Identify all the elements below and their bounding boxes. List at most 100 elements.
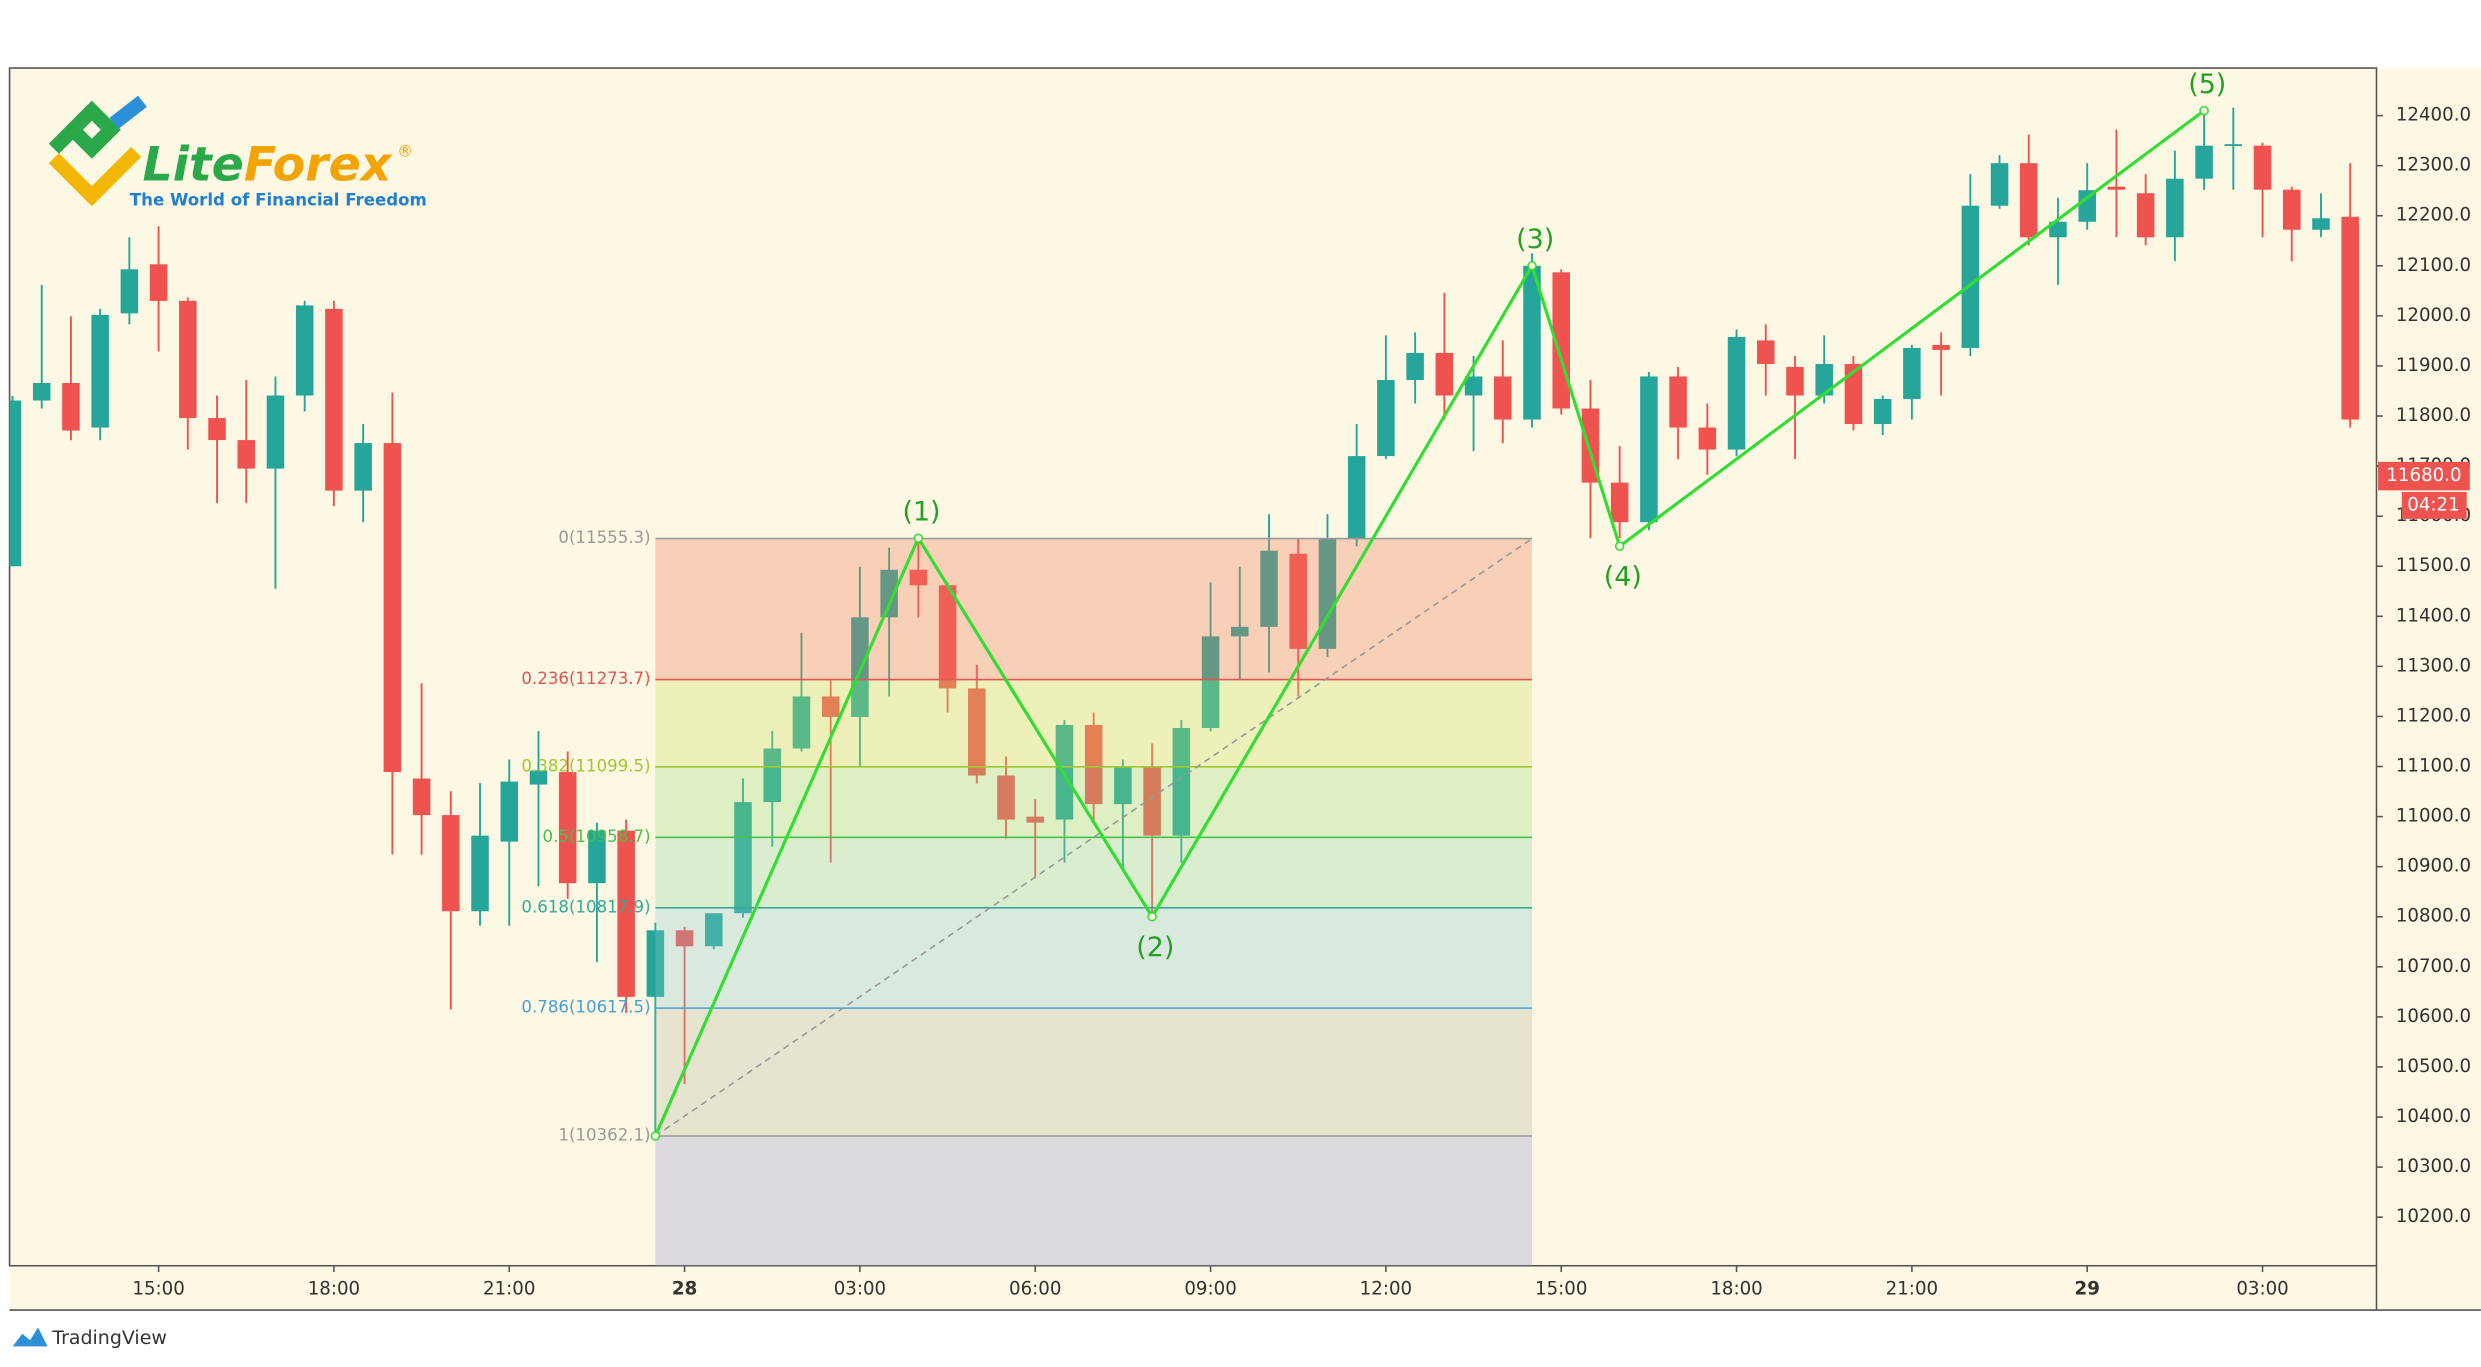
y-tick-label: 11000.0 (2396, 806, 2471, 827)
x-tick-label: 03:00 (2236, 1278, 2288, 1299)
price-tag-label: 11680.0 (2386, 465, 2461, 486)
candle-body (1114, 767, 1132, 805)
y-tick-label: 10600.0 (2396, 1006, 2471, 1027)
candle-body (821, 696, 840, 717)
candle-body (2166, 178, 2184, 238)
wave-label: (4) (1604, 561, 1642, 592)
price-timer: 04:21 (2407, 494, 2459, 515)
candle-body (2107, 186, 2126, 190)
y-tick-label: 10700.0 (2396, 956, 2471, 977)
candle-body (2282, 189, 2301, 230)
candle-body (62, 382, 80, 431)
fib-band (655, 837, 1533, 908)
candle-body (2341, 216, 2359, 420)
candle-body (646, 930, 665, 997)
logo-icon (48, 100, 121, 159)
candle-body (237, 440, 256, 469)
candle-body (383, 443, 402, 773)
candle-body (32, 382, 51, 401)
x-tick-label: 29 (2075, 1278, 2100, 1299)
wave-point (1614, 541, 1625, 551)
candle-body (500, 781, 519, 842)
wave-line (653, 109, 2206, 1137)
candle-body (442, 815, 460, 912)
wave-point (1147, 911, 1157, 922)
fib-band (655, 679, 1533, 767)
y-tick-label: 11800.0 (2396, 405, 2471, 426)
y-tick-label: 11100.0 (2396, 756, 2471, 777)
candle-body (1406, 352, 1424, 380)
candle-body (1903, 347, 1921, 400)
y-tick-label: 10900.0 (2396, 856, 2471, 877)
fib-label: 0.5(10958.7) (543, 827, 651, 846)
price-timer-box (2401, 491, 2467, 519)
x-tick-label: 03:00 (834, 1278, 886, 1299)
fib-band (655, 766, 1533, 838)
candle-body (1610, 482, 1629, 523)
candle-body (763, 748, 782, 803)
x-tick-label: 28 (672, 1278, 697, 1299)
logo-word: Lite (142, 138, 243, 193)
candle-body (266, 395, 285, 469)
candle-body (909, 569, 928, 586)
candle-body (1873, 399, 1892, 425)
candle-body (529, 770, 548, 785)
y-tick-label: 12000.0 (2396, 305, 2471, 326)
candle-body (1932, 344, 1950, 350)
candle-body (792, 696, 811, 749)
wave-point (1527, 261, 1537, 271)
x-tick-label: 18:00 (308, 1278, 360, 1299)
y-tick-label: 10200.0 (2396, 1206, 2471, 1227)
candle-body (968, 688, 986, 776)
candle-body (558, 772, 577, 884)
fib-label: 0.236(11273.7) (521, 669, 650, 688)
y-tick-label: 11400.0 (2396, 605, 2471, 626)
plot-border (8, 67, 2378, 1267)
wave-point (650, 1131, 661, 1141)
fib-band (655, 907, 1533, 1009)
overlay: 10200.0 10300.0 10400.0 10500.0 10600.0 10700… (132, 69, 2471, 1300)
fib-label: 0(11555.3) (558, 528, 650, 547)
candle-body (1523, 265, 1541, 420)
x-tick-label: 09:00 (1184, 1278, 1236, 1299)
price-tag-box (2378, 461, 2470, 491)
y-tick-label: 11200.0 (2396, 705, 2471, 726)
y-tick-label: 11300.0 (2396, 655, 2471, 676)
candle-body (1201, 636, 1220, 728)
fib-label: 1(10362.1) (558, 1126, 650, 1145)
y-tick-label: 10400.0 (2396, 1106, 2471, 1127)
candle-body (1172, 727, 1191, 836)
x-tick-label: 15:00 (1535, 1278, 1587, 1299)
x-tick-label: 21:00 (483, 1278, 535, 1299)
candle-body (2020, 163, 2038, 238)
logo-tagline: The World of Financial Freedom (130, 190, 427, 209)
candle-body (1464, 376, 1483, 396)
candle-body (1961, 205, 1980, 348)
fib-band (655, 538, 1533, 680)
fib-label: 0.618(10817.9) (521, 897, 650, 916)
y-tick-label: 12300.0 (2396, 155, 2471, 176)
candle-body (2049, 221, 2067, 238)
candle-body (1143, 767, 1161, 836)
candle-body (734, 802, 752, 914)
candle-body (2224, 144, 2243, 147)
logo-mark: ® (397, 141, 413, 160)
wave-point (913, 533, 924, 543)
candle-body (1289, 553, 1307, 649)
x-tick-label: 21:00 (1886, 1278, 1938, 1299)
logo-word: Forex (244, 138, 393, 193)
y-tick-label: 10300.0 (2396, 1156, 2471, 1177)
candle-body (471, 835, 489, 912)
x-tick-label: 06:00 (1009, 1278, 1061, 1299)
wave-label: (3) (1516, 224, 1554, 255)
candle-body (2195, 145, 2213, 179)
y-tick-label: 11500.0 (2396, 555, 2471, 576)
candle-body (295, 305, 314, 396)
candle-body (91, 314, 109, 428)
candle-body (9, 400, 22, 567)
y-tick-label: 12100.0 (2396, 255, 2471, 276)
candle-body (1815, 363, 1833, 396)
wave-label: (2) (1136, 932, 1174, 963)
plot-area: 0(11555.3) 0.236(11273.7) 0.382(11099.5) 0.… (9, 105, 2359, 1266)
